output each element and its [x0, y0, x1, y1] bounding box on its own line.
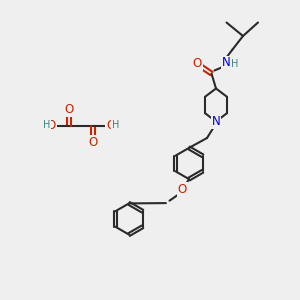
Text: N: N — [222, 56, 231, 70]
Text: O: O — [64, 103, 74, 116]
Text: O: O — [178, 183, 187, 196]
Text: O: O — [193, 57, 202, 70]
Text: H: H — [231, 58, 239, 69]
Text: O: O — [46, 119, 56, 132]
Text: H: H — [112, 120, 119, 130]
Text: N: N — [212, 115, 220, 128]
Text: O: O — [88, 136, 98, 149]
Text: O: O — [106, 119, 116, 132]
Text: H: H — [43, 120, 50, 130]
